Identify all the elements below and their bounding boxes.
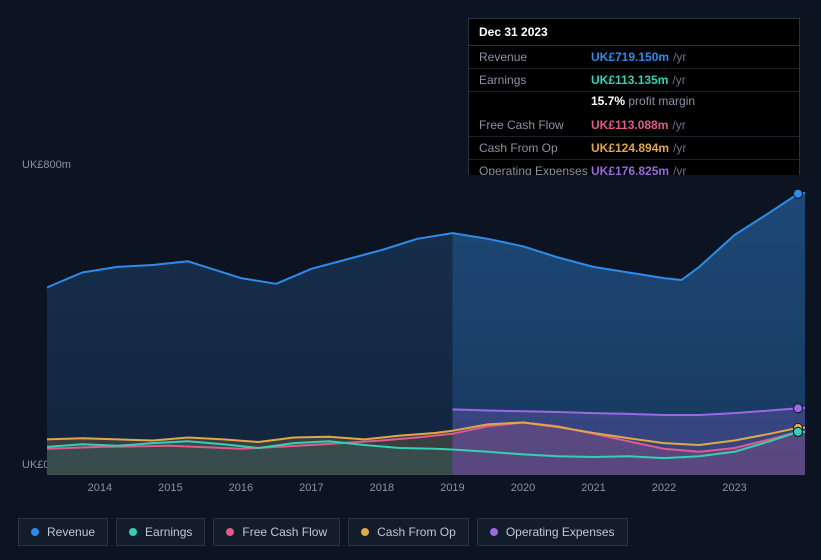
- tooltip-row-fcf: Free Cash FlowUK£113.088m/yr: [469, 114, 799, 137]
- chart-plot-area: [47, 175, 805, 475]
- tooltip-row-revenue: RevenueUK£719.150m/yr: [469, 46, 799, 69]
- legend-label: Cash From Op: [377, 525, 456, 539]
- x-tick: 2015: [158, 482, 182, 494]
- tooltip-value: UK£113.135m: [591, 73, 668, 87]
- y-axis-min-label: UK£0: [22, 459, 50, 471]
- tooltip-label: Cash From Op: [479, 141, 591, 155]
- x-tick: 2021: [581, 482, 605, 494]
- legend-dot-icon: [490, 528, 498, 536]
- financials-chart-panel: Dec 31 2023 RevenueUK£719.150m/yrEarning…: [0, 0, 821, 560]
- tooltip-value: UK£113.088m: [591, 118, 668, 132]
- tooltip-suffix: /yr: [672, 118, 685, 132]
- legend-dot-icon: [226, 528, 234, 536]
- legend-item-earnings[interactable]: Earnings: [116, 518, 205, 546]
- tooltip-row-earnings: EarningsUK£113.135m/yr: [469, 69, 799, 92]
- tooltip-date: Dec 31 2023: [469, 19, 799, 46]
- x-axis: 2014 2015 2016 2017 2018 2019 2020 2021 2022 2023: [47, 482, 805, 502]
- x-tick: 2020: [511, 482, 535, 494]
- x-tick: 2022: [652, 482, 676, 494]
- chart-legend: Revenue Earnings Free Cash Flow Cash From O…: [18, 518, 628, 546]
- x-tick: 2016: [229, 482, 253, 494]
- tooltip-subline: 15.7% profit margin: [469, 92, 799, 114]
- x-tick: 2023: [722, 482, 746, 494]
- legend-label: Revenue: [47, 525, 95, 539]
- x-tick: 2017: [299, 482, 323, 494]
- chart-tooltip: Dec 31 2023 RevenueUK£719.150m/yrEarning…: [468, 18, 800, 183]
- legend-label: Free Cash Flow: [242, 525, 327, 539]
- x-tick: 2014: [88, 482, 112, 494]
- x-tick: 2019: [440, 482, 464, 494]
- tooltip-value: UK£124.894m: [591, 141, 669, 155]
- legend-item-opex[interactable]: Operating Expenses: [477, 518, 628, 546]
- legend-dot-icon: [129, 528, 137, 536]
- legend-item-cfo[interactable]: Cash From Op: [348, 518, 469, 546]
- legend-dot-icon: [361, 528, 369, 536]
- chart-svg: [47, 175, 805, 475]
- legend-label: Earnings: [145, 525, 192, 539]
- tooltip-row-cfo: Cash From OpUK£124.894m/yr: [469, 137, 799, 160]
- legend-item-revenue[interactable]: Revenue: [18, 518, 108, 546]
- tooltip-value: UK£719.150m: [591, 50, 669, 64]
- tooltip-suffix: /yr: [673, 50, 686, 64]
- tooltip-label: Free Cash Flow: [479, 118, 591, 132]
- tooltip-suffix: /yr: [672, 73, 685, 87]
- legend-item-fcf[interactable]: Free Cash Flow: [213, 518, 340, 546]
- tooltip-label: Earnings: [479, 73, 591, 87]
- legend-label: Operating Expenses: [506, 525, 615, 539]
- tooltip-label: Revenue: [479, 50, 591, 64]
- legend-dot-icon: [31, 528, 39, 536]
- y-axis-max-label: UK£800m: [22, 159, 71, 171]
- x-tick: 2018: [370, 482, 394, 494]
- tooltip-suffix: /yr: [673, 141, 686, 155]
